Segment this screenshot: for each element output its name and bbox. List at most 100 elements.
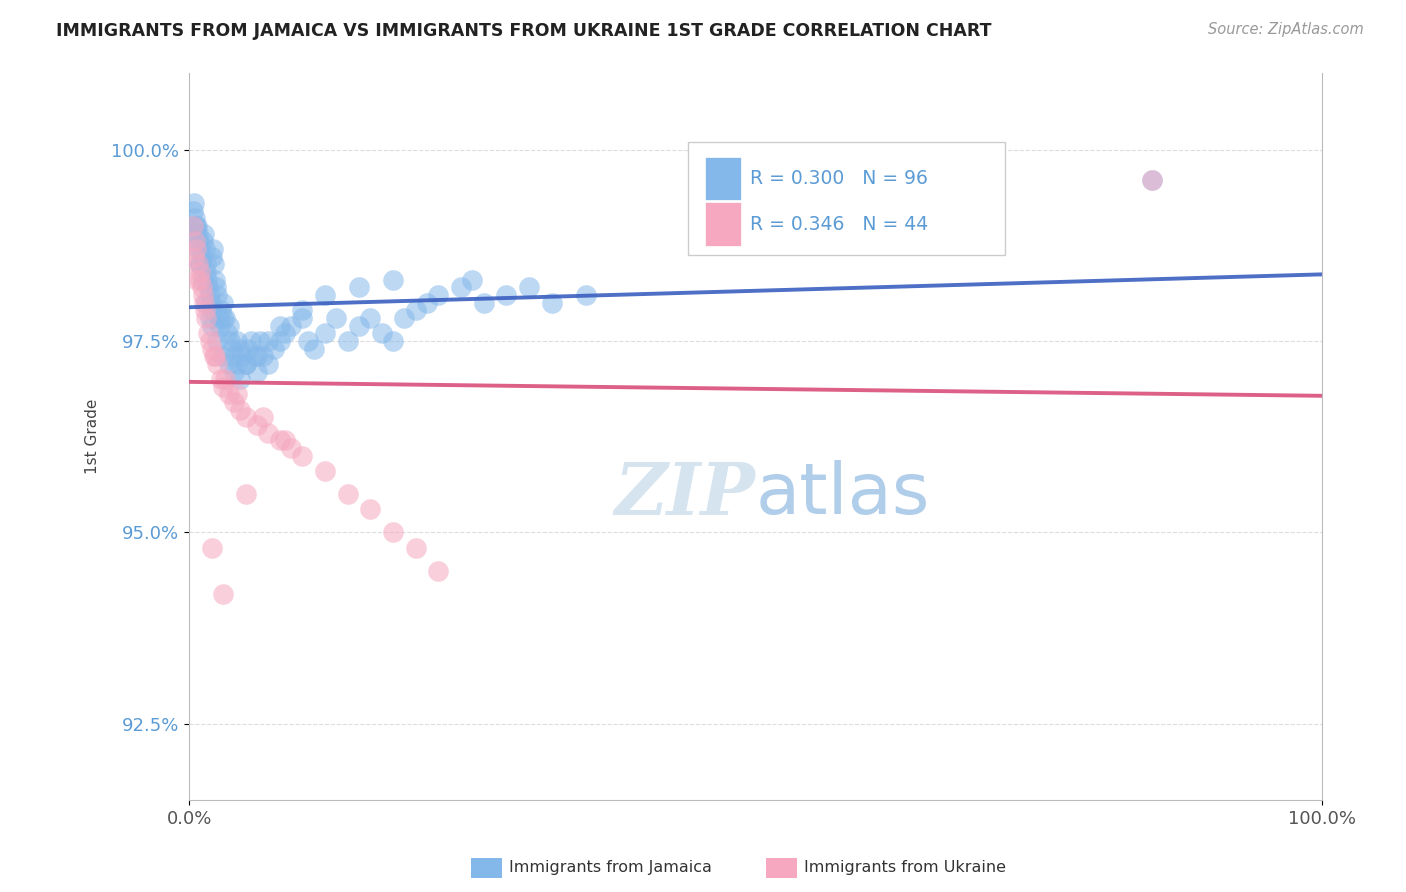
Point (193, 295, 215, 310)
Point (187, 242, 209, 256)
Text: R = 0.300   N = 96: R = 0.300 N = 96 (749, 169, 928, 188)
Point (215, 326, 238, 341)
Point (183, 250, 205, 264)
Point (246, 418, 269, 433)
Point (209, 372, 232, 386)
Point (257, 425, 280, 440)
Point (190, 257, 212, 271)
Point (291, 449, 314, 463)
Point (495, 288, 517, 302)
Point (204, 349, 226, 363)
Point (200, 295, 222, 310)
Point (197, 280, 219, 294)
Point (225, 387, 247, 401)
Point (347, 318, 370, 333)
Point (191, 235, 214, 249)
Point (269, 318, 291, 333)
Point (336, 334, 359, 348)
Bar (704, 202, 741, 246)
Point (336, 487, 359, 501)
Point (370, 326, 392, 341)
Point (540, 295, 562, 310)
Point (208, 318, 231, 333)
Text: Immigrants from Jamaica: Immigrants from Jamaica (509, 861, 711, 875)
Point (191, 273, 214, 287)
Point (297, 334, 319, 348)
Point (181, 203, 204, 218)
Point (191, 288, 214, 302)
Text: atlas: atlas (755, 460, 929, 529)
Point (257, 357, 280, 371)
Point (427, 564, 450, 578)
Point (201, 250, 224, 264)
Point (291, 310, 314, 325)
Point (574, 288, 596, 302)
Point (472, 295, 495, 310)
Point (246, 365, 269, 379)
Point (207, 288, 229, 302)
Text: Immigrants from Ukraine: Immigrants from Ukraine (804, 861, 1007, 875)
Point (212, 349, 235, 363)
Point (207, 334, 229, 348)
Point (184, 219, 207, 233)
Bar (704, 157, 741, 200)
Point (194, 303, 217, 318)
Point (252, 410, 274, 425)
Point (269, 434, 291, 448)
Point (181, 219, 204, 233)
Point (204, 273, 226, 287)
Point (188, 235, 211, 249)
Point (229, 402, 252, 417)
Point (183, 196, 205, 211)
Point (347, 280, 370, 294)
Point (382, 525, 405, 540)
Point (416, 295, 439, 310)
Point (186, 219, 208, 233)
Point (269, 334, 291, 348)
Point (325, 310, 347, 325)
Point (405, 303, 427, 318)
Point (190, 273, 212, 287)
Point (195, 295, 218, 310)
Point (219, 334, 242, 348)
Point (190, 257, 212, 271)
Point (212, 295, 235, 310)
Point (184, 242, 207, 256)
Point (201, 342, 224, 356)
Point (314, 288, 336, 302)
Point (1140, 173, 1163, 187)
Point (190, 280, 212, 294)
Point (263, 342, 285, 356)
Point (195, 265, 218, 279)
Point (201, 318, 224, 333)
Point (187, 257, 209, 271)
Point (190, 265, 212, 279)
Point (235, 487, 257, 501)
Point (359, 502, 381, 516)
Point (190, 250, 212, 264)
Point (201, 242, 224, 256)
Point (243, 349, 266, 363)
Point (427, 288, 450, 302)
Text: IMMIGRANTS FROM JAMAICA VS IMMIGRANTS FROM UKRAINE 1ST GRADE CORRELATION CHART: IMMIGRANTS FROM JAMAICA VS IMMIGRANTS FR… (56, 22, 991, 40)
Point (202, 349, 225, 363)
Point (257, 334, 280, 348)
Point (201, 303, 224, 318)
Point (224, 365, 246, 379)
Y-axis label: 1st Grade: 1st Grade (86, 399, 100, 475)
Point (184, 219, 207, 233)
Point (394, 310, 416, 325)
Bar (688, 142, 1005, 255)
Point (201, 541, 224, 555)
Point (225, 334, 247, 348)
Point (226, 357, 249, 371)
Point (252, 349, 274, 363)
Point (249, 334, 271, 348)
Point (231, 349, 253, 363)
Point (202, 257, 225, 271)
Point (314, 326, 336, 341)
Point (274, 434, 297, 448)
Point (197, 326, 219, 341)
Point (207, 310, 229, 325)
Point (207, 357, 229, 371)
